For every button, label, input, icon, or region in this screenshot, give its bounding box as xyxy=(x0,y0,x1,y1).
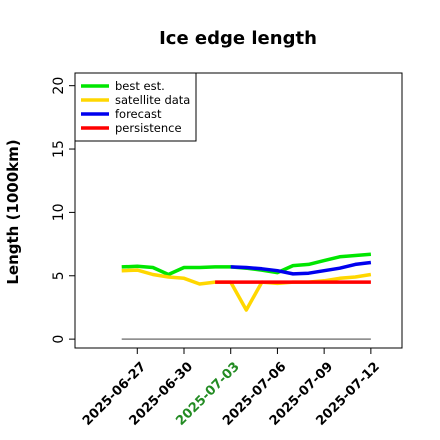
y-tick-label-20: 20 xyxy=(51,77,67,95)
legend-label-forecast: forecast xyxy=(115,107,162,121)
plot-frame xyxy=(74,72,403,349)
series-line-forecast xyxy=(230,260,372,276)
legend-label-satellite-data: satellite data xyxy=(115,93,190,107)
legend-label-persistence: persistence xyxy=(115,121,182,135)
plot-area: 051015202025-06-272025-06-302025-07-0320… xyxy=(51,72,403,429)
y-tick-label-15: 15 xyxy=(51,140,67,158)
series-line-satellite-data xyxy=(121,268,372,312)
series-line-best-est- xyxy=(121,252,372,277)
y-tick-label-0: 0 xyxy=(51,335,67,344)
y-axis-label: Length (1000km) xyxy=(4,139,22,284)
y-tick-label-10: 10 xyxy=(51,203,67,221)
legend-label-best-est-: best est. xyxy=(115,79,165,93)
chart-title: Ice edge length xyxy=(159,28,317,49)
y-tick-label-5: 5 xyxy=(51,271,67,280)
